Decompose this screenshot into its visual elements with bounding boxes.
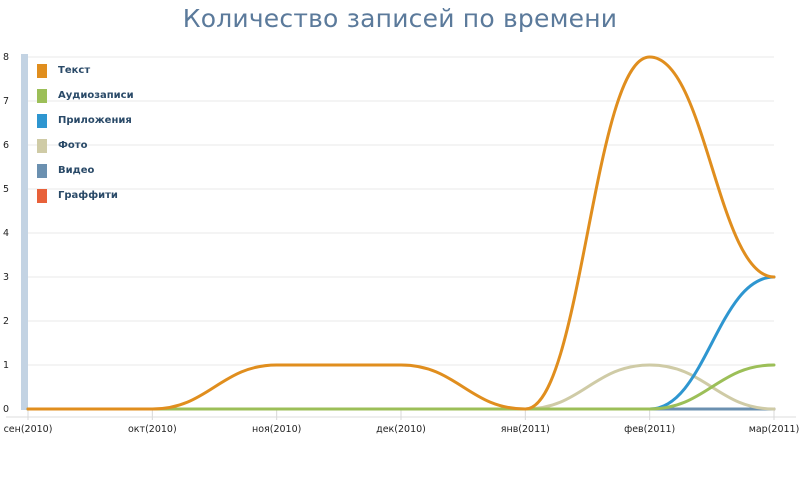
legend: Текст Аудиозаписи Приложения Фото Видео Графф… [37,64,134,214]
legend-swatch [37,189,47,203]
chart-title: Количество записей по времени [182,4,618,33]
legend-item: Граффити [37,189,134,214]
legend-label: Фото [58,140,88,151]
x-axis-ticks: сен(2010) окт(2010) ноя(2010) дек(2010) янв(… [4,410,800,435]
legend-label: Аудиозаписи [58,90,134,101]
x-tick-label: сен(2010) [4,424,53,435]
series-line [26,363,776,411]
legend-swatch [37,139,47,153]
legend-item: Аудиозаписи [37,89,134,114]
y-tick-label: 2 [3,316,9,327]
y-tick-label: 8 [3,52,9,63]
x-tick-label: ноя(2010) [252,424,301,435]
series-line [26,363,776,411]
legend-item: Приложения [37,114,134,139]
legend-label: Текст [58,65,91,76]
legend-item: Текст [37,64,134,89]
x-tick-label: дек(2010) [376,424,426,435]
y-axis-ticks: 0 1 2 3 4 5 6 7 8 [3,52,9,415]
y-tick-label: 4 [3,228,9,239]
legend-swatch [37,64,47,78]
legend-label: Приложения [58,115,132,126]
y-tick-label: 7 [3,96,9,107]
x-tick-label: фев(2011) [624,424,675,435]
y-tick-label: 3 [3,272,9,283]
legend-item: Видео [37,164,134,189]
legend-swatch [37,164,47,178]
series-line [26,55,776,411]
legend-swatch [37,89,47,103]
legend-swatch [37,114,47,128]
legend-label: Видео [58,165,95,176]
x-tick-label: янв(2011) [501,424,550,435]
y-axis-bar [21,54,28,410]
legend-item: Фото [37,139,134,164]
series-line [26,275,776,411]
y-tick-label: 6 [3,140,9,151]
y-tick-label: 0 [3,404,9,415]
x-tick-label: окт(2010) [128,424,177,435]
legend-label: Граффити [58,190,118,201]
series-lines [26,55,776,411]
y-tick-label: 5 [3,184,9,195]
x-tick-label: мар(2011) [749,424,800,435]
y-tick-label: 1 [3,360,9,371]
